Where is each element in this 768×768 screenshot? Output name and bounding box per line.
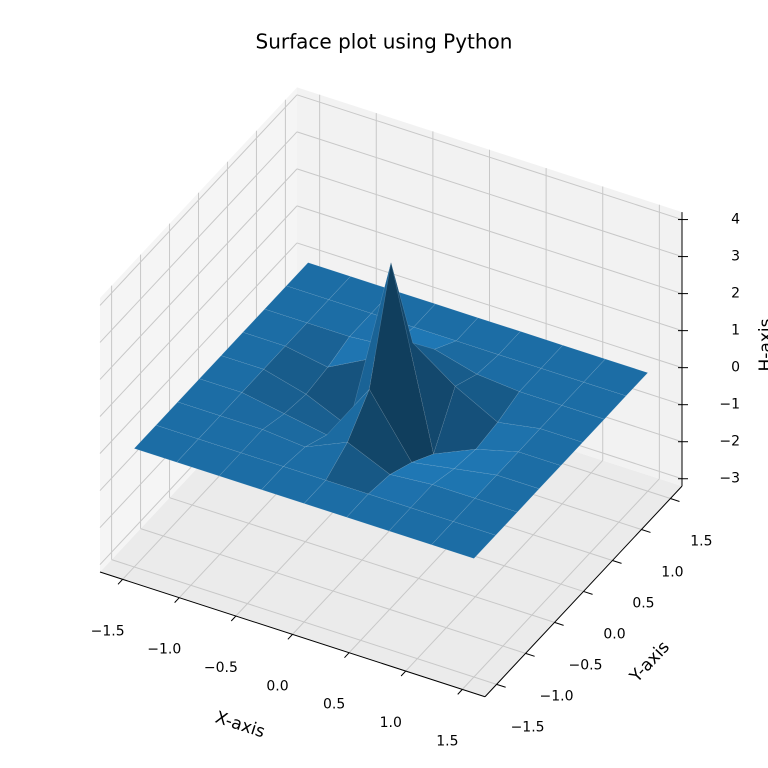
surface-face [517,428,584,466]
y-tick-label: −0.5 [569,657,603,673]
surface-face [430,521,497,559]
z-tick-label: 3 [731,249,740,265]
y-tick [641,529,651,533]
x-tick-label: −1.5 [91,623,125,639]
x-tick-label: −1.0 [147,642,181,658]
surface-face [474,474,540,513]
z-axis-label: H-axis [756,318,768,371]
y-tick-label: 1.5 [690,534,712,550]
y-axis-label: Y-axis [625,637,674,687]
y-tick-label: −1.0 [540,688,574,704]
x-tick-label: −0.5 [204,660,238,676]
z-tick-label: 4 [731,212,740,228]
x-tick [457,689,463,695]
grid-line [99,242,298,454]
y-tick [612,559,622,564]
grid-line [296,94,683,221]
chart-title: Surface plot using Python [256,30,513,54]
x-tick-label: 1.5 [436,733,458,749]
y-tick-label: 1.0 [661,565,683,581]
x-tick [344,652,350,659]
y-tick-label: 0.5 [632,595,654,611]
z-tick-label: −1 [719,397,740,413]
x-tick [287,634,293,640]
grid-line [140,528,526,654]
y-tick-label: −1.5 [511,719,545,735]
grid-line [296,205,683,332]
grid-line [99,168,298,380]
y-axis [484,485,683,698]
x-tick-label: 0.0 [266,678,288,694]
grid-line [111,559,497,685]
z-tick-label: −3 [719,471,740,487]
z-tick-label: 1 [731,323,740,339]
grid-line [99,94,298,306]
grid-line [99,131,298,343]
x-tick [230,615,237,622]
y-tick [583,590,593,595]
x-tick [117,578,124,585]
y-tick [554,621,564,626]
y-tick [496,683,506,688]
y-tick [525,652,535,657]
grid-line [296,131,683,258]
z-tick-label: −2 [719,434,740,450]
grid-line [169,497,555,623]
y-tick [670,498,680,502]
x-tick-label: 1.0 [380,715,402,731]
y-tick-label: 0.0 [603,626,625,642]
grid-line [99,205,298,417]
x-tick [174,597,180,603]
x-axis-label: X-axis [213,708,268,743]
x-tick [400,670,407,677]
x-axis [99,571,486,698]
grid-line [296,242,683,369]
z-tick-label: 2 [731,286,740,302]
z-tick-label: 0 [731,360,740,376]
grid-line [296,168,683,295]
surface-face [539,405,605,443]
x-tick-label: 0.5 [323,697,345,713]
